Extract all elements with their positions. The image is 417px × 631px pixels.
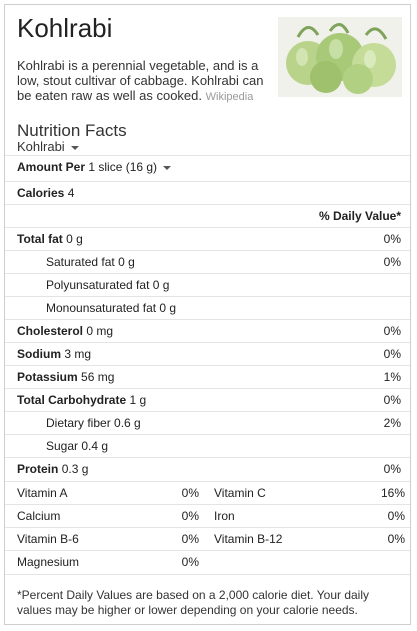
- nutrient-label: Protein: [17, 462, 59, 476]
- item-select-label: Kohlrabi: [17, 139, 65, 154]
- kohlrabi-photo-icon: [278, 17, 402, 97]
- vitamin-cell: Iron 0%: [202, 505, 405, 527]
- nutrient-amount: 0.3 g: [61, 462, 89, 476]
- calories-label: Calories: [17, 186, 65, 200]
- nutrient-row: Total fat 0 g 0%: [5, 227, 410, 250]
- nutrient-label: Total fat: [17, 232, 63, 246]
- nutrient-label: Potassium: [17, 370, 78, 384]
- vitamin-dv: 0%: [181, 532, 199, 546]
- nutrient-amount: 0 g: [66, 232, 83, 246]
- calories-row: Calories 4: [5, 181, 410, 204]
- vitamin-cell: Vitamin C 16%: [202, 482, 405, 504]
- nutrient-label: Dietary fiber: [46, 416, 111, 430]
- vitamin-label: Vitamin B-6: [17, 532, 79, 546]
- nutrient-dv: 0%: [383, 255, 401, 269]
- vitamin-row: Vitamin B-6 0% Vitamin B-12 0%: [5, 527, 410, 550]
- nutrition-facts-heading: Nutrition Facts: [17, 121, 127, 140]
- description: Kohlrabi is a perennial vegetable, and i…: [17, 58, 272, 105]
- nutrient-amount: 56 mg: [81, 370, 115, 384]
- kohlrabi-image[interactable]: [278, 17, 402, 97]
- nutrient-amount: 3 mg: [64, 347, 92, 361]
- vitamin-label: Magnesium: [17, 555, 80, 569]
- dv-header-row: % Daily Value*: [5, 204, 410, 227]
- vitamin-cell: Calcium 0%: [5, 505, 207, 527]
- nutrient-row: Sodium 3 mg 0%: [5, 342, 410, 365]
- footnote: *Percent Daily Values are based on a 2,0…: [5, 574, 410, 625]
- nutrient-label: Sodium: [17, 347, 61, 361]
- nutrient-label: Sugar: [46, 439, 79, 453]
- vitamin-cell: Vitamin B-6 0%: [5, 528, 207, 550]
- vitamin-dv: 0%: [387, 532, 405, 546]
- nutrient-row: Dietary fiber 0.6 g 2%: [5, 411, 410, 434]
- nutrient-amount: 0 g: [152, 278, 170, 292]
- nutrient-dv: 2%: [383, 416, 401, 430]
- nutrient-amount: 1 g: [129, 393, 147, 407]
- nutrient-amount: 0.4 g: [81, 439, 109, 453]
- vitamin-label: Vitamin A: [17, 486, 68, 500]
- nutrient-dv: 0%: [383, 324, 401, 338]
- vitamin-label: Iron: [214, 509, 235, 523]
- vitamin-cell: [202, 551, 404, 573]
- nutrient-dv: 1%: [383, 370, 401, 384]
- nutrient-amount: 0 g: [118, 255, 135, 269]
- nutrient-dv: 0%: [383, 347, 401, 361]
- vitamin-row: Calcium 0% Iron 0%: [5, 504, 410, 527]
- vitamin-dv: 0%: [181, 509, 199, 523]
- knowledge-header: Kohlrabi Kohlrabi is a perennial vegetab…: [5, 5, 410, 115]
- vitamin-dv: 0%: [181, 555, 199, 569]
- nutrient-dv: 0%: [383, 462, 401, 476]
- vitamin-cell: Magnesium 0%: [5, 551, 207, 573]
- nutrient-row: Protein 0.3 g 0%: [5, 457, 410, 480]
- nutrient-amount: 0 mg: [86, 324, 114, 338]
- vitamin-label: Vitamin B-12: [214, 532, 283, 546]
- nutrient-amount: 0.6 g: [114, 416, 141, 430]
- nutrient-row: Sugar 0.4 g: [5, 434, 410, 457]
- nutrient-label: Polyunsaturated fat: [46, 278, 150, 292]
- nutrition-card: Kohlrabi Kohlrabi is a perennial vegetab…: [4, 4, 411, 625]
- chevron-down-icon: [70, 145, 79, 150]
- item-select[interactable]: Kohlrabi: [17, 139, 79, 154]
- serving-select[interactable]: 1 slice (16 g): [88, 160, 172, 174]
- nutrient-row: Monounsaturated fat 0 g: [5, 296, 410, 319]
- nutrient-dv: 0%: [383, 393, 401, 407]
- nutrient-row: Total Carbohydrate 1 g 0%: [5, 388, 410, 411]
- nutrient-label: Total Carbohydrate: [17, 393, 127, 407]
- vitamin-cell: Vitamin A 0%: [5, 482, 207, 504]
- nutrient-row: Saturated fat 0 g 0%: [5, 250, 410, 273]
- amount-per-row: Amount Per 1 slice (16 g): [5, 155, 410, 178]
- vitamin-row: Vitamin A 0% Vitamin C 16%: [5, 481, 410, 504]
- amount-label: Amount Per: [17, 160, 86, 174]
- vitamin-dv: 0%: [387, 509, 405, 523]
- description-text: Kohlrabi is a perennial vegetable, and i…: [17, 58, 264, 103]
- vitamin-row: Magnesium 0%: [5, 550, 410, 573]
- page-title: Kohlrabi: [17, 13, 113, 43]
- nutrient-label: Saturated fat: [46, 255, 115, 269]
- daily-value-header: % Daily Value*: [318, 209, 401, 223]
- vitamin-dv: 0%: [181, 486, 199, 500]
- serving-select-label: 1 slice (16 g): [88, 160, 158, 174]
- nutrient-amount: 0 g: [159, 301, 177, 315]
- vitamin-cell: Vitamin B-12 0%: [202, 528, 405, 550]
- chevron-down-icon: [163, 165, 172, 170]
- nutrient-dv: 0%: [383, 232, 401, 246]
- nutrient-label: Cholesterol: [17, 324, 84, 338]
- nutrient-label: Monounsaturated fat: [46, 301, 157, 315]
- vitamin-label: Calcium: [17, 509, 61, 523]
- vitamin-label: Vitamin C: [214, 486, 266, 500]
- nutrient-row: Polyunsaturated fat 0 g: [5, 273, 410, 296]
- nutrient-row: Potassium 56 mg 1%: [5, 365, 410, 388]
- vitamin-dv: 16%: [380, 486, 405, 500]
- nutrient-row: Cholesterol 0 mg 0%: [5, 319, 410, 342]
- calories-value: 4: [67, 186, 75, 200]
- source-link[interactable]: Wikipedia: [205, 91, 254, 103]
